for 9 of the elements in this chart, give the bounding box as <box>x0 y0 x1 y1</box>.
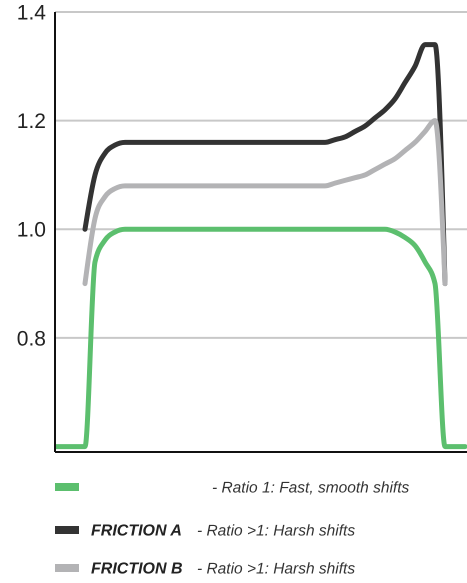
y-tick-label: 1.4 <box>16 1 46 24</box>
text: - Ratio 1: Fast, smooth shifts <box>212 479 410 496</box>
text: - Ratio >1: Harsh shifts <box>197 560 356 578</box>
y-tick-label: 0.8 <box>16 327 46 350</box>
text: - Ratio >1: Harsh shifts <box>197 522 356 540</box>
legend-label: FRICTION A <box>91 522 182 540</box>
y-tick-label: 1.0 <box>16 218 46 242</box>
y-tick-label: 1.2 <box>16 110 46 133</box>
legend-label: FRICTION B <box>91 560 183 578</box>
